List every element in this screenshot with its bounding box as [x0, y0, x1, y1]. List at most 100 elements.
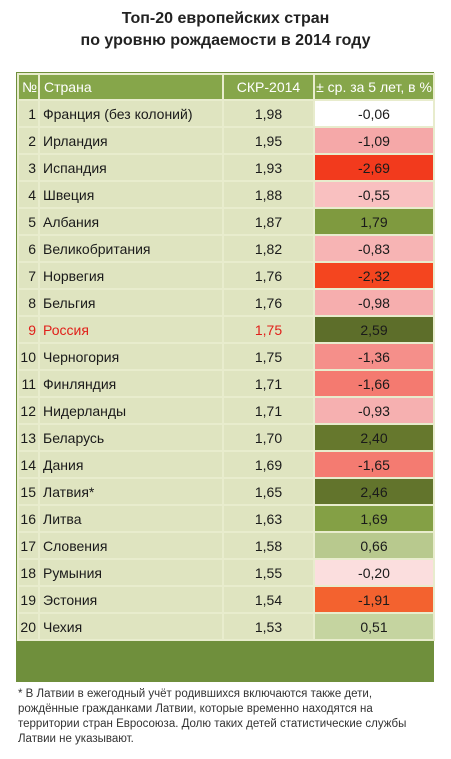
table-row: 16 Литва 1,63 1,69 [17, 504, 435, 533]
footnote-line: рождённые гражданками Латвии, которые вр… [18, 703, 373, 715]
table-row: 13 Беларусь 1,70 2,40 [17, 423, 435, 452]
row-change: -1,91 [313, 585, 435, 614]
row-country: Финляндия [38, 369, 224, 398]
table-row: 7 Норвегия 1,76 -2,32 [17, 261, 435, 290]
row-change: -1,09 [313, 126, 435, 155]
row-change: -0,98 [313, 288, 435, 317]
row-tfr: 1,93 [222, 153, 315, 182]
row-country: Швеция [38, 180, 224, 209]
footnote-line: территории стран Евросоюза. Долю таких д… [18, 718, 407, 730]
table-row: 14 Дания 1,69 -1,65 [17, 450, 435, 479]
table-row: 18 Румыния 1,55 -0,20 [17, 558, 435, 587]
footnote-line: Латвии не указывают. [18, 733, 134, 745]
row-tfr: 1,71 [222, 369, 315, 398]
row-tfr: 1,76 [222, 261, 315, 290]
row-change: -0,93 [313, 396, 435, 425]
table-row: 2 Ирландия 1,95 -1,09 [17, 126, 435, 155]
row-number: 3 [17, 153, 40, 182]
row-change: 2,59 [313, 315, 435, 344]
row-country: Албания [38, 207, 224, 236]
table-row: 17 Словения 1,58 0,66 [17, 531, 435, 560]
row-tfr: 1,69 [222, 450, 315, 479]
row-tfr: 1,53 [222, 612, 315, 641]
table-row: 8 Бельгия 1,76 -0,98 [17, 288, 435, 317]
row-change: -2,32 [313, 261, 435, 290]
row-change: -0,55 [313, 180, 435, 209]
row-tfr: 1,88 [222, 180, 315, 209]
title-line-2: по уровню рождаемости в 2014 году [80, 32, 371, 49]
table-row: 10 Черногория 1,75 -1,36 [17, 342, 435, 371]
header-tfr: СКР-2014 [222, 73, 315, 101]
row-change: 1,69 [313, 504, 435, 533]
row-tfr: 1,65 [222, 477, 315, 506]
table-row: 3 Испандия 1,93 -2,69 [17, 153, 435, 182]
row-number: 12 [17, 396, 40, 425]
row-number: 19 [17, 585, 40, 614]
row-country: Бельгия [38, 288, 224, 317]
footnote: * В Латвии в ежегодный учёт родившихся в… [18, 687, 438, 747]
row-tfr: 1,55 [222, 558, 315, 587]
row-number: 10 [17, 342, 40, 371]
row-tfr: 1,95 [222, 126, 315, 155]
row-country: Литва [38, 504, 224, 533]
table-row: 11 Финляндия 1,71 -1,66 [17, 369, 435, 398]
row-country: Черногория [38, 342, 224, 371]
row-number: 5 [17, 207, 40, 236]
row-country: Нидерланды [38, 396, 224, 425]
row-country: Норвегия [38, 261, 224, 290]
row-number: 1 [17, 99, 40, 128]
header-row: № Страна СКР-2014 ± ср. за 5 лет, в % [17, 73, 435, 101]
row-country: Ирландия [38, 126, 224, 155]
row-country: Эстония [38, 585, 224, 614]
row-number: 15 [17, 477, 40, 506]
row-tfr: 1,54 [222, 585, 315, 614]
row-number: 7 [17, 261, 40, 290]
row-number: 17 [17, 531, 40, 560]
row-tfr: 1,76 [222, 288, 315, 317]
row-tfr: 1,70 [222, 423, 315, 452]
header-country: Страна [38, 73, 224, 101]
row-country: Россия [38, 315, 224, 344]
row-country: Чехия [38, 612, 224, 641]
row-change: -0,20 [313, 558, 435, 587]
row-change: -1,36 [313, 342, 435, 371]
row-number: 14 [17, 450, 40, 479]
header-change: ± ср. за 5 лет, в % [313, 73, 435, 101]
row-country: Румыния [38, 558, 224, 587]
header-number: № [17, 73, 40, 101]
row-tfr: 1,58 [222, 531, 315, 560]
table-row: 15 Латвия* 1,65 2,46 [17, 477, 435, 506]
row-number: 9 [17, 315, 40, 344]
row-number: 16 [17, 504, 40, 533]
row-tfr: 1,63 [222, 504, 315, 533]
row-number: 6 [17, 234, 40, 263]
row-change: 0,66 [313, 531, 435, 560]
row-number: 2 [17, 126, 40, 155]
row-number: 20 [17, 612, 40, 641]
table-row: 20 Чехия 1,53 0,51 [17, 612, 435, 641]
row-change: 2,40 [313, 423, 435, 452]
row-country: Великобритания [38, 234, 224, 263]
row-tfr: 1,75 [222, 342, 315, 371]
row-tfr: 1,82 [222, 234, 315, 263]
chart-title: Топ-20 европейских стран по уровню рожда… [0, 8, 451, 52]
row-tfr: 1,98 [222, 99, 315, 128]
row-number: 4 [17, 180, 40, 209]
row-country: Беларусь [38, 423, 224, 452]
row-country: Франция (без колоний) [38, 99, 224, 128]
row-number: 8 [17, 288, 40, 317]
row-change: 1,79 [313, 207, 435, 236]
row-country: Испандия [38, 153, 224, 182]
row-change: -1,65 [313, 450, 435, 479]
table-row: 12 Нидерланды 1,71 -0,93 [17, 396, 435, 425]
table-row: 1 Франция (без колоний) 1,98 -0,06 [17, 99, 435, 128]
row-country: Дания [38, 450, 224, 479]
row-country: Словения [38, 531, 224, 560]
row-change: 2,46 [313, 477, 435, 506]
row-country: Латвия* [38, 477, 224, 506]
row-change: -0,06 [313, 99, 435, 128]
title-line-1: Топ-20 европейских стран [121, 10, 330, 27]
row-tfr: 1,71 [222, 396, 315, 425]
table-row: 4 Швеция 1,88 -0,55 [17, 180, 435, 209]
